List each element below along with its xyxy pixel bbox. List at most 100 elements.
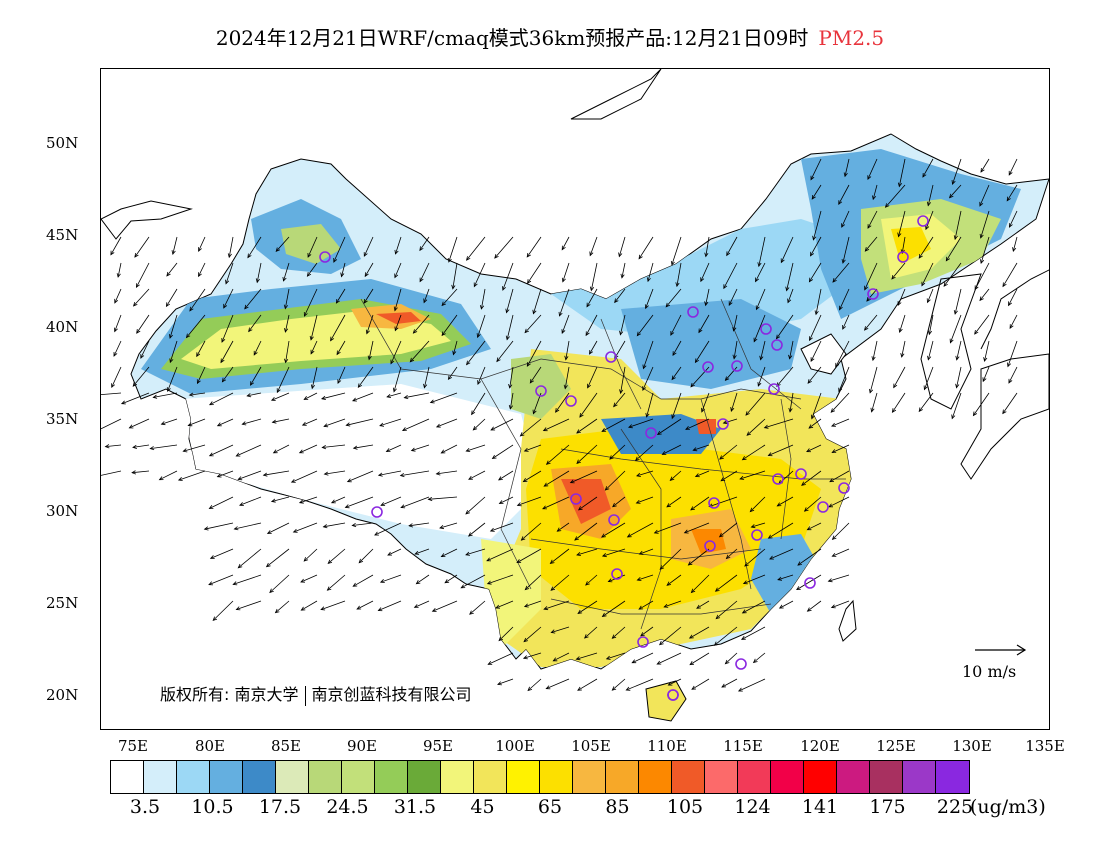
station-marker [687, 306, 699, 318]
map-title: 2024年12月21日WRF/cmaq模式36km预报产品:12月21日09时 P… [0, 22, 1100, 51]
product-label: PM2.5 [818, 26, 885, 50]
lon-label: 135E [1025, 737, 1065, 755]
lat-label: 20N [46, 686, 79, 704]
legend-tick-label: 225 [936, 796, 974, 818]
legend-color-box [540, 761, 573, 793]
legend-tick-label: 45 [470, 796, 495, 818]
title-text: 2024年12月21日WRF/cmaq模式36km预报产品:12月21日09时 [215, 26, 809, 50]
legend-tick-label: 3.5 [129, 796, 161, 818]
legend-tick-label: 24.5 [326, 796, 369, 818]
taiwan-island [838, 599, 857, 642]
legend-color-box [903, 761, 936, 793]
copyright-label: 版权所有: [160, 685, 230, 704]
lon-label: 90E [346, 737, 378, 755]
station-marker [319, 251, 331, 263]
lon-label: 85E [270, 737, 302, 755]
legend-tick-label: 85 [605, 796, 630, 818]
station-marker [804, 577, 816, 589]
station-marker [897, 251, 909, 263]
station-marker [771, 339, 783, 351]
legend-color-box [738, 761, 771, 793]
station-marker [704, 540, 716, 552]
city-stations [319, 215, 929, 701]
neighbor-coastlines [101, 69, 1049, 480]
station-marker [731, 360, 743, 372]
copyright-separator [304, 685, 306, 706]
wind-reference-arrow-icon [975, 644, 1027, 656]
legend-tick-label: 141 [801, 796, 839, 818]
lon-label: 110E [647, 737, 687, 755]
legend-color-box [804, 761, 837, 793]
map-frame [100, 68, 1050, 730]
station-marker [768, 383, 780, 395]
lat-label: 30N [46, 502, 79, 520]
station-marker [637, 636, 649, 648]
station-marker [570, 493, 582, 505]
station-marker [917, 215, 929, 227]
legend-color-box [111, 761, 144, 793]
legend-color-box [771, 761, 804, 793]
lat-label: 50N [46, 134, 79, 152]
legend-color-box [936, 761, 969, 793]
legend-color-box [441, 761, 474, 793]
bohai-sea [800, 333, 847, 375]
station-marker [735, 658, 747, 670]
copyright-notice: 版权所有: 南京大学 南京创蓝科技有限公司 [160, 681, 472, 706]
station-marker [772, 473, 784, 485]
legend-tick-label: 10.5 [191, 796, 234, 818]
legend-color-box [243, 761, 276, 793]
hainan-island [645, 680, 687, 722]
legend-color-box [144, 761, 177, 793]
wind-vectors [101, 158, 1018, 692]
station-marker [371, 506, 383, 518]
legend-color-box [639, 761, 672, 793]
lat-label: 25N [46, 594, 79, 612]
station-marker [702, 361, 714, 373]
wind-reference: 10 m/s [962, 640, 1042, 684]
station-marker [645, 427, 657, 439]
lon-label: 125E [876, 737, 916, 755]
lon-label: 75E [117, 737, 149, 755]
lat-label: 35N [46, 410, 79, 428]
station-marker [565, 395, 577, 407]
legend-color-box [474, 761, 507, 793]
legend-color-box [870, 761, 903, 793]
legend-tick-label: 175 [869, 796, 906, 818]
station-marker [608, 514, 620, 526]
station-marker [760, 323, 772, 335]
lon-label: 80E [194, 737, 226, 755]
legend-color-box [177, 761, 210, 793]
lon-label: 100E [495, 737, 535, 755]
station-marker [751, 529, 763, 541]
legend-tick-label: 31.5 [393, 796, 437, 818]
lon-label: 95E [422, 737, 454, 755]
wind-reference-label: 10 m/s [962, 662, 1017, 681]
legend-color-box [606, 761, 639, 793]
copyright-owner-1: 南京大学 [234, 685, 299, 704]
legend-color-box [375, 761, 408, 793]
station-marker [838, 482, 850, 494]
station-marker [717, 418, 729, 430]
station-marker [817, 501, 829, 513]
legend-tick-label: 105 [666, 796, 704, 818]
station-marker [611, 568, 623, 580]
station-marker [708, 497, 720, 509]
station-marker [867, 288, 879, 300]
legend-unit: (ug/m3) [970, 796, 1046, 818]
station-marker [605, 351, 617, 363]
lon-label: 105E [571, 737, 611, 755]
lon-label: 115E [723, 737, 763, 755]
color-legend [110, 760, 970, 794]
station-marker [667, 689, 679, 701]
lat-label: 40N [46, 318, 79, 336]
station-marker [535, 385, 547, 397]
station-marker [795, 468, 807, 480]
lat-label: 45N [46, 226, 79, 244]
copyright-owner-2: 南京创蓝科技有限公司 [311, 685, 472, 704]
legend-color-box [210, 761, 243, 793]
legend-color-box [507, 761, 540, 793]
legend-tick-label: 17.5 [258, 796, 302, 818]
legend-color-box [309, 761, 342, 793]
lon-label: 130E [952, 737, 992, 755]
lon-label: 120E [800, 737, 840, 755]
